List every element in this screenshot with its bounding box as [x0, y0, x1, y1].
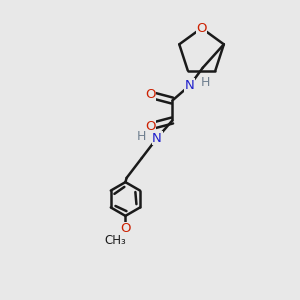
Text: CH₃: CH₃ — [104, 234, 126, 247]
Text: H: H — [200, 76, 210, 89]
Text: O: O — [145, 120, 155, 133]
Text: O: O — [145, 88, 155, 101]
Text: O: O — [196, 22, 207, 34]
Text: N: N — [185, 79, 195, 92]
Text: O: O — [120, 222, 131, 235]
Text: N: N — [152, 132, 162, 145]
Text: H: H — [137, 130, 146, 143]
